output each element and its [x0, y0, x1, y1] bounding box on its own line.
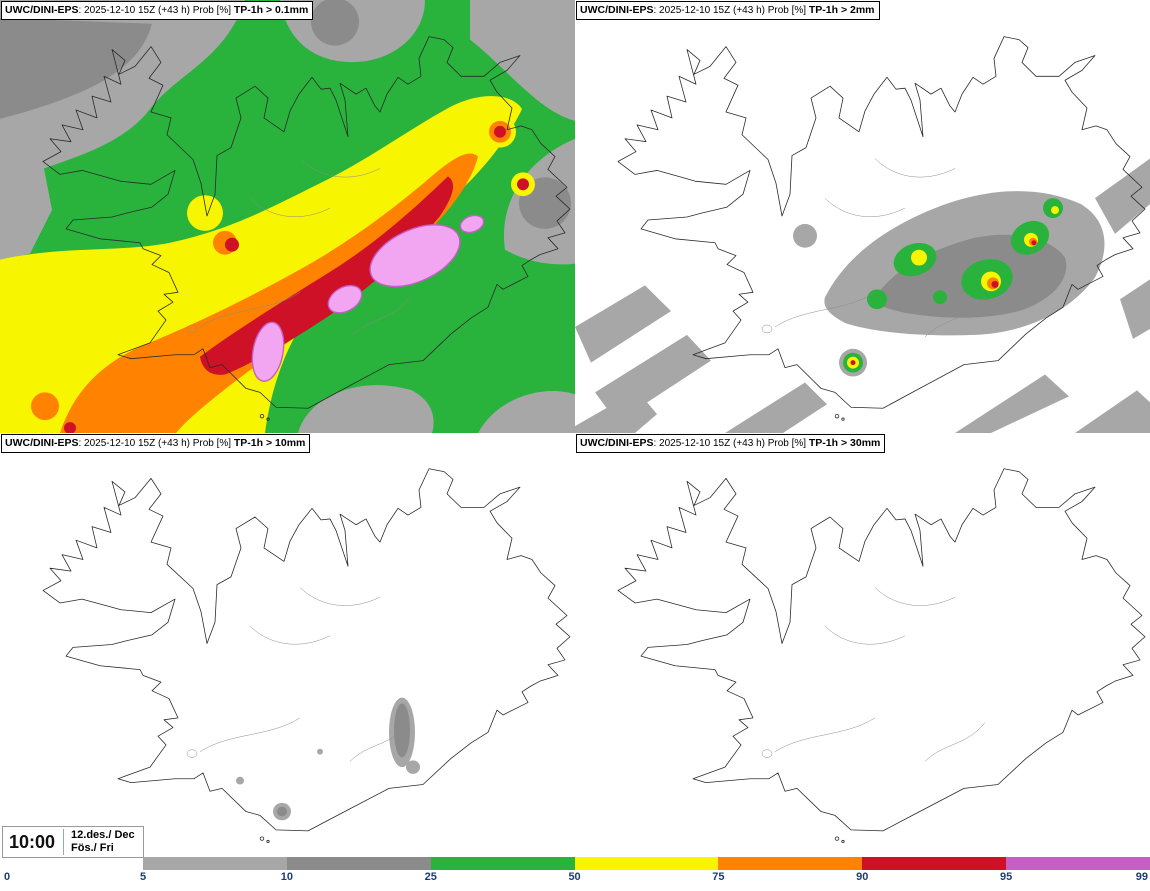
- run-label: : 2025-12-10 15Z (+43 h) Prob [%]: [653, 5, 809, 16]
- probability-field-0-1mm: [0, 0, 575, 433]
- threshold-label: TP-1h > 0.1mm: [233, 4, 309, 16]
- legend-segment-75: [718, 857, 863, 870]
- model-label: UWC/DINI-EPS: [580, 437, 654, 449]
- map-panel-tp-0-1mm: UWC/DINI-EPS: 2025-12-10 15Z (+43 h) Pro…: [0, 0, 575, 433]
- legend-bar: [143, 857, 1150, 870]
- legend-label-75: 75: [712, 871, 725, 883]
- legend-label-95: 95: [1000, 871, 1013, 883]
- legend-segment-25: [430, 857, 575, 870]
- map-tp-2mm: [575, 0, 1150, 433]
- map-tp-30mm: [575, 433, 1150, 855]
- legend-segment-10: [286, 857, 431, 870]
- legend-label-90: 90: [856, 871, 869, 883]
- legend-segment-95: [1006, 857, 1150, 870]
- legend-label-50: 50: [568, 871, 581, 883]
- valid-time-label: 10:00: [9, 831, 56, 852]
- map-tp-0-1mm: [0, 0, 575, 433]
- map-panel-tp-10mm: UWC/DINI-EPS: 2025-12-10 15Z (+43 h) Pro…: [0, 433, 575, 855]
- map-tp-10mm: [0, 433, 575, 855]
- model-label: UWC/DINI-EPS: [5, 4, 79, 16]
- threshold-label: TP-1h > 30mm: [808, 437, 881, 449]
- legend-labels: 0 5 10 25 50 75 90 95 99: [0, 871, 1150, 887]
- legend-label-10: 10: [280, 871, 293, 883]
- valid-time-box: 10:00 12.des./ Dec Fös./ Fri: [2, 826, 144, 858]
- model-label: UWC/DINI-EPS: [580, 4, 654, 16]
- panel-title-bar: UWC/DINI-EPS: 2025-12-10 15Z (+43 h) Pro…: [576, 434, 886, 453]
- run-label: : 2025-12-10 15Z (+43 h) Prob [%]: [653, 438, 809, 449]
- threshold-label: TP-1h > 2mm: [808, 4, 875, 16]
- legend-label-5: 5: [139, 871, 147, 883]
- threshold-label: TP-1h > 10mm: [233, 437, 306, 449]
- panel-title-bar: UWC/DINI-EPS: 2025-12-10 15Z (+43 h) Pro…: [1, 1, 314, 20]
- valid-date-box: 12.des./ Dec Fös./ Fri: [63, 829, 135, 855]
- map-panel-tp-30mm: UWC/DINI-EPS: 2025-12-10 15Z (+43 h) Pro…: [575, 433, 1150, 855]
- run-label: : 2025-12-10 15Z (+43 h) Prob [%]: [78, 438, 234, 449]
- legend-label-25: 25: [424, 871, 437, 883]
- legend-segment-50: [574, 857, 719, 870]
- legend-label-0: 0: [4, 871, 11, 883]
- valid-day-label: Fös./ Fri: [71, 842, 114, 854]
- legend-segment-90: [862, 857, 1007, 870]
- legend-segment-5: [143, 857, 287, 870]
- run-label: : 2025-12-10 15Z (+43 h) Prob [%]: [78, 5, 234, 16]
- valid-date-label: 12.des./ Dec: [71, 829, 135, 841]
- model-label: UWC/DINI-EPS: [5, 437, 79, 449]
- map-panel-tp-2mm: UWC/DINI-EPS: 2025-12-10 15Z (+43 h) Pro…: [575, 0, 1150, 433]
- panel-title-bar: UWC/DINI-EPS: 2025-12-10 15Z (+43 h) Pro…: [576, 1, 880, 20]
- legend-label-99: 99: [1135, 871, 1148, 883]
- panel-title-bar: UWC/DINI-EPS: 2025-12-10 15Z (+43 h) Pro…: [1, 434, 311, 453]
